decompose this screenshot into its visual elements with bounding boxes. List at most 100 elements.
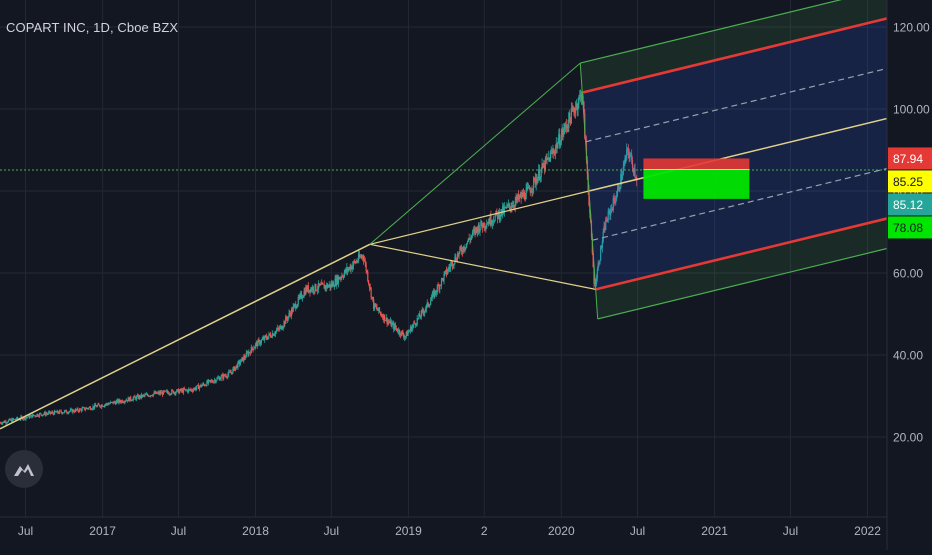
- candle-body: [91, 408, 93, 410]
- candle-body: [558, 134, 560, 143]
- candle-body: [528, 186, 530, 188]
- candle-body: [108, 403, 110, 405]
- candle-body: [368, 284, 371, 288]
- candle-body: [549, 152, 552, 162]
- candle-body: [295, 304, 297, 309]
- candle-body: [583, 101, 585, 114]
- candle-body: [39, 413, 41, 415]
- candle-body: [294, 304, 296, 305]
- candle-body: [31, 414, 33, 418]
- candle-body: [498, 211, 500, 220]
- candle-body: [554, 148, 557, 154]
- candle-body: [212, 381, 214, 383]
- candle-body: [229, 372, 231, 373]
- candle-body: [213, 379, 216, 382]
- candle-body: [372, 296, 374, 300]
- candle-body: [321, 282, 324, 284]
- candle-body: [504, 207, 506, 208]
- candle-body: [381, 315, 383, 317]
- candle-body: [254, 343, 257, 347]
- candle-body: [339, 277, 341, 280]
- candle-body: [196, 385, 198, 389]
- candle-body: [184, 389, 186, 391]
- candle-body: [250, 346, 252, 354]
- candle-body: [393, 324, 396, 330]
- logo-icon[interactable]: [5, 450, 43, 488]
- candle-body: [276, 328, 278, 331]
- candle-body: [282, 326, 284, 329]
- candle-body: [171, 390, 174, 391]
- candle-body: [345, 269, 347, 272]
- candle-body: [310, 288, 312, 293]
- candle-body: [222, 374, 224, 379]
- candle-body: [579, 93, 582, 95]
- candle-body: [333, 286, 335, 288]
- candle-body: [524, 198, 526, 200]
- candle-body: [496, 210, 498, 214]
- candle-body: [478, 224, 480, 233]
- candle-body: [304, 291, 306, 295]
- candle-body: [244, 357, 247, 359]
- candle-body: [619, 188, 621, 191]
- candle-body: [41, 414, 43, 416]
- candle-body: [52, 412, 54, 414]
- candle-body: [264, 335, 267, 337]
- candle-body: [368, 280, 370, 285]
- candle-body: [406, 331, 408, 336]
- candle-body: [456, 254, 459, 261]
- candle-body: [308, 289, 310, 292]
- candle-body: [512, 205, 515, 207]
- candle-body: [523, 192, 526, 199]
- candle-body: [627, 147, 629, 153]
- candle-body: [347, 267, 349, 271]
- price-label-bg: [888, 216, 932, 239]
- candle-body: [463, 246, 465, 250]
- candle-body: [181, 389, 183, 391]
- candle-body: [615, 198, 617, 203]
- candle-body: [621, 174, 623, 180]
- candle-body: [458, 251, 460, 256]
- chart-title: COPART INC, 1D, Cboe BZX: [6, 20, 179, 35]
- candle-body: [505, 207, 507, 209]
- candle-body: [600, 246, 602, 261]
- candle-body: [1, 422, 4, 424]
- candle-body: [361, 255, 363, 258]
- candle-body: [525, 189, 527, 200]
- candle-body: [578, 96, 580, 105]
- candle-body: [432, 291, 434, 294]
- candle-body: [115, 401, 118, 405]
- candle-body: [503, 207, 505, 213]
- candle-body: [142, 395, 144, 396]
- candle-body: [223, 374, 225, 379]
- candle-body: [471, 235, 473, 238]
- candle-body: [137, 395, 139, 399]
- candle-body: [443, 274, 445, 281]
- candle-body: [42, 414, 44, 416]
- candle-body: [45, 413, 47, 416]
- candle-body: [210, 380, 212, 382]
- candle-body: [232, 368, 234, 374]
- candle-body: [448, 267, 450, 269]
- time-tick-label: 2019: [395, 524, 422, 538]
- candle-body: [318, 283, 320, 286]
- candle-body: [237, 361, 239, 368]
- candle-body: [149, 395, 151, 397]
- candle-body: [404, 337, 406, 339]
- candle-body: [542, 163, 544, 168]
- candle-body: [475, 227, 477, 234]
- candle-body: [268, 333, 270, 337]
- candle-body: [173, 392, 175, 394]
- position-target-zone: [643, 169, 750, 199]
- candle-body: [430, 298, 433, 301]
- candle-body: [151, 395, 154, 397]
- candle-body: [203, 384, 206, 386]
- candle-body: [316, 290, 318, 292]
- candle-body: [479, 228, 481, 233]
- candle-body: [77, 408, 79, 411]
- candle-body: [258, 340, 260, 341]
- candle-body: [117, 399, 119, 403]
- candle-body: [89, 407, 91, 408]
- candle-body: [417, 318, 419, 319]
